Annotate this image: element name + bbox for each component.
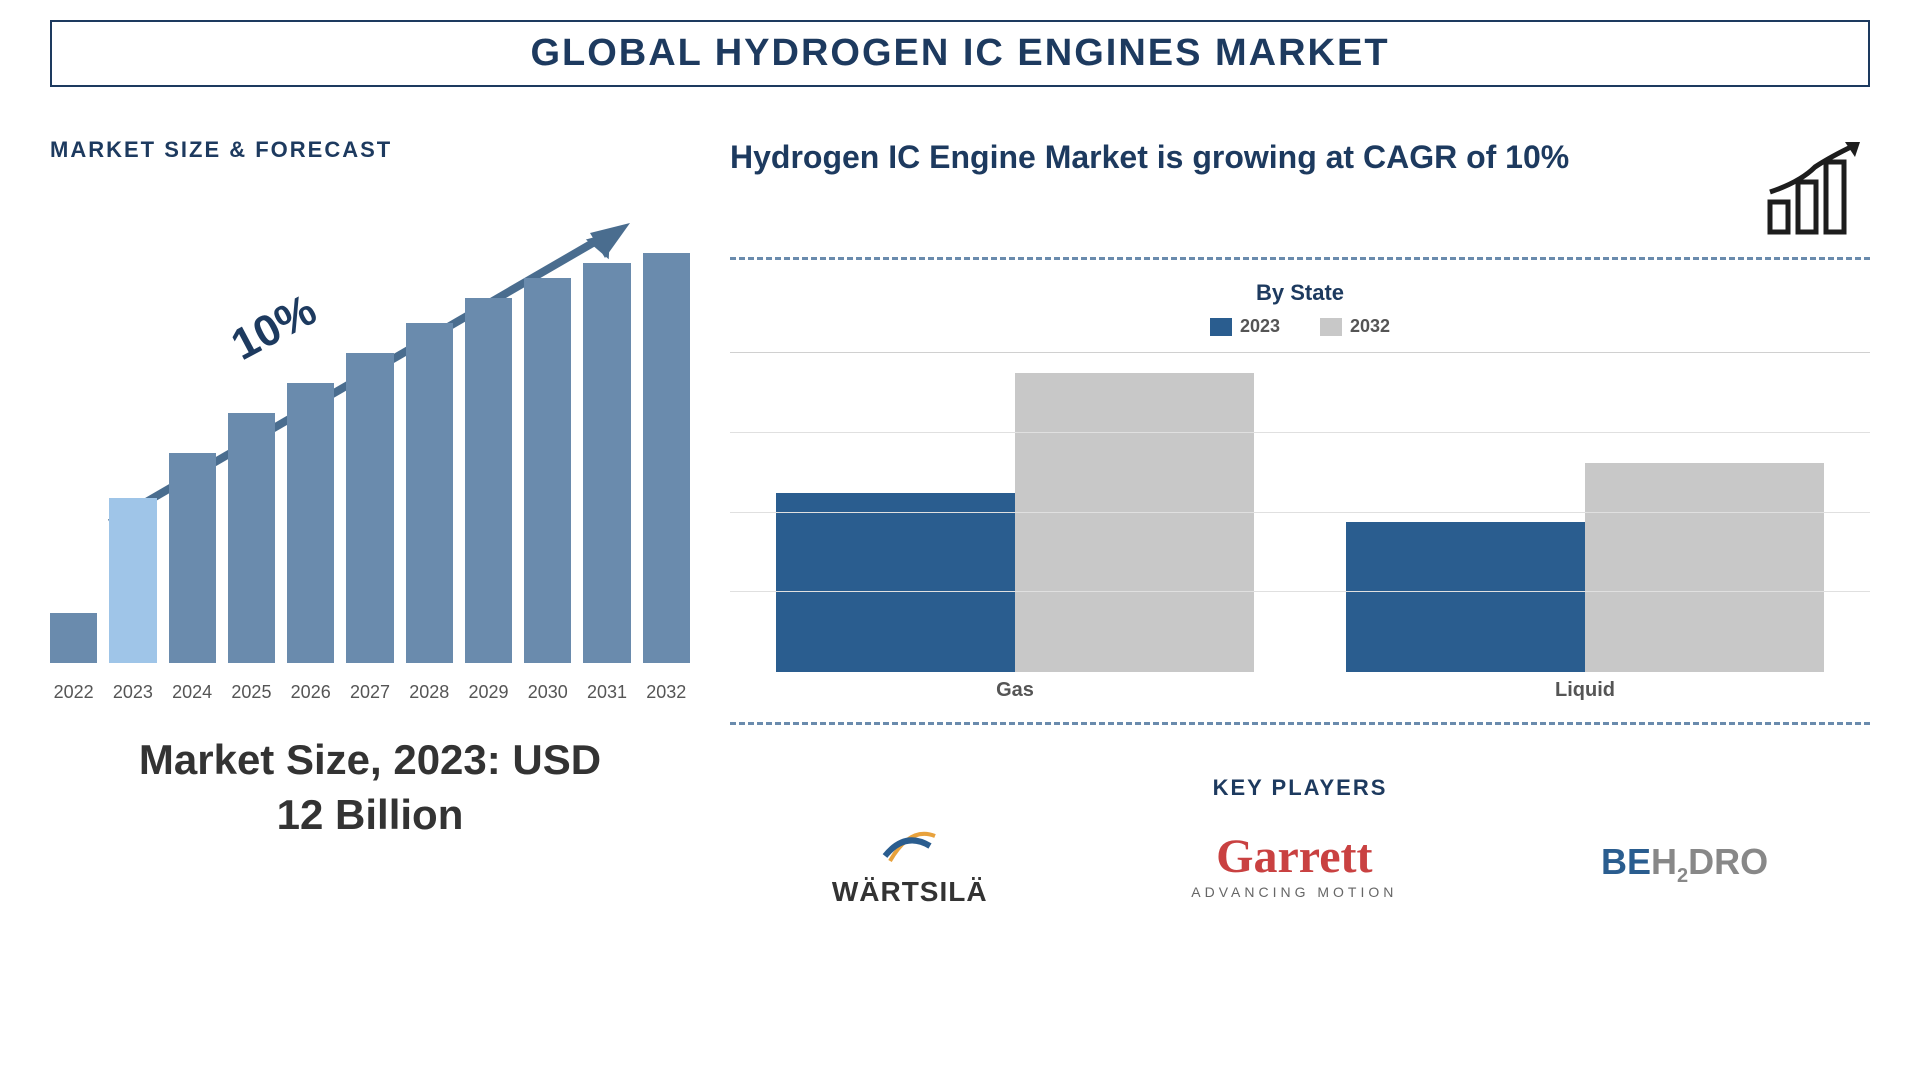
legend-label: 2023 bbox=[1240, 316, 1280, 337]
year-label: 2030 bbox=[524, 682, 571, 703]
year-label: 2026 bbox=[287, 682, 334, 703]
state-bar-2032 bbox=[1585, 463, 1824, 672]
page-title: GLOBAL HYDROGEN IC ENGINES MARKET bbox=[72, 32, 1848, 75]
garrett-main: Garrett bbox=[1191, 829, 1397, 884]
forecast-bar bbox=[287, 383, 334, 663]
logos-row: WÄRTSILÄ Garrett ADVANCING MOTION BEH2DR… bbox=[730, 821, 1870, 908]
state-bar-2032 bbox=[1015, 373, 1254, 672]
year-label: 2023 bbox=[109, 682, 156, 703]
wartsila-swoosh-icon bbox=[880, 821, 940, 871]
legend-label: 2032 bbox=[1350, 316, 1390, 337]
state-category-label: Gas bbox=[730, 679, 1300, 702]
garrett-sub: ADVANCING MOTION bbox=[1191, 884, 1397, 900]
forecast-bar bbox=[583, 263, 630, 663]
grid-line bbox=[730, 512, 1870, 513]
behydro-2: 2 bbox=[1677, 865, 1688, 887]
by-state-title: By State bbox=[730, 280, 1870, 306]
legend-swatch bbox=[1210, 318, 1232, 336]
year-label: 2032 bbox=[643, 682, 690, 703]
market-size-text: Market Size, 2023: USD 12 Billion bbox=[50, 733, 690, 842]
state-chart: GasLiquid bbox=[730, 352, 1870, 672]
year-label: 2031 bbox=[583, 682, 630, 703]
year-label: 2024 bbox=[169, 682, 216, 703]
forecast-label: MARKET SIZE & FORECAST bbox=[50, 137, 690, 163]
left-panel: MARKET SIZE & FORECAST 10% 2022202320242… bbox=[50, 137, 690, 908]
year-label: 2028 bbox=[406, 682, 453, 703]
state-bar-2023 bbox=[1346, 522, 1585, 672]
forecast-bar bbox=[465, 298, 512, 663]
forecast-bar bbox=[50, 613, 97, 663]
behydro-dro: DRO bbox=[1688, 841, 1768, 882]
forecast-chart: 10% 202220232024202520262027202820292030… bbox=[50, 223, 690, 703]
behydro-be: BE bbox=[1601, 841, 1651, 882]
year-label: 2029 bbox=[465, 682, 512, 703]
state-bar-2023 bbox=[776, 493, 1015, 672]
year-label: 2025 bbox=[228, 682, 275, 703]
state-group: Liquid bbox=[1300, 353, 1870, 672]
cagr-text: Hydrogen IC Engine Market is growing at … bbox=[730, 137, 1569, 179]
state-category-label: Liquid bbox=[1300, 679, 1870, 702]
divider bbox=[730, 722, 1870, 725]
forecast-bars bbox=[50, 243, 690, 663]
grid-line bbox=[730, 432, 1870, 433]
grid-line bbox=[730, 591, 1870, 592]
forecast-bar bbox=[643, 253, 690, 663]
forecast-bar bbox=[109, 498, 156, 663]
logo-wartsila: WÄRTSILÄ bbox=[832, 821, 988, 908]
forecast-bar bbox=[169, 453, 216, 663]
wartsila-text: WÄRTSILÄ bbox=[832, 876, 988, 908]
state-bars: GasLiquid bbox=[730, 353, 1870, 672]
logo-garrett: Garrett ADVANCING MOTION bbox=[1191, 829, 1397, 900]
forecast-bar bbox=[346, 353, 393, 663]
year-label: 2027 bbox=[346, 682, 393, 703]
legend-row: 2023 2032 bbox=[730, 316, 1870, 337]
legend-item: 2023 bbox=[1210, 316, 1280, 337]
right-header: Hydrogen IC Engine Market is growing at … bbox=[730, 137, 1870, 237]
divider bbox=[730, 257, 1870, 260]
main-grid: MARKET SIZE & FORECAST 10% 2022202320242… bbox=[50, 137, 1870, 908]
market-size-line2: 12 Billion bbox=[277, 791, 464, 838]
forecast-bar bbox=[406, 323, 453, 663]
right-panel: Hydrogen IC Engine Market is growing at … bbox=[730, 137, 1870, 908]
legend-item: 2032 bbox=[1320, 316, 1390, 337]
behydro-h: H bbox=[1651, 841, 1677, 882]
year-labels: 2022 2023 2024 2025 2026 2027 2028 2029 2030 2031… bbox=[50, 682, 690, 703]
title-box: GLOBAL HYDROGEN IC ENGINES MARKET bbox=[50, 20, 1870, 87]
year-label: 2022 bbox=[50, 682, 97, 703]
market-size-line1: Market Size, 2023: USD bbox=[139, 736, 601, 783]
growth-chart-icon bbox=[1760, 137, 1870, 237]
state-group: Gas bbox=[730, 353, 1300, 672]
legend-swatch bbox=[1320, 318, 1342, 336]
forecast-bar bbox=[228, 413, 275, 663]
logo-behydro: BEH2DRO bbox=[1601, 841, 1768, 888]
forecast-bar bbox=[524, 278, 571, 663]
key-players-label: KEY PLAYERS bbox=[730, 775, 1870, 801]
